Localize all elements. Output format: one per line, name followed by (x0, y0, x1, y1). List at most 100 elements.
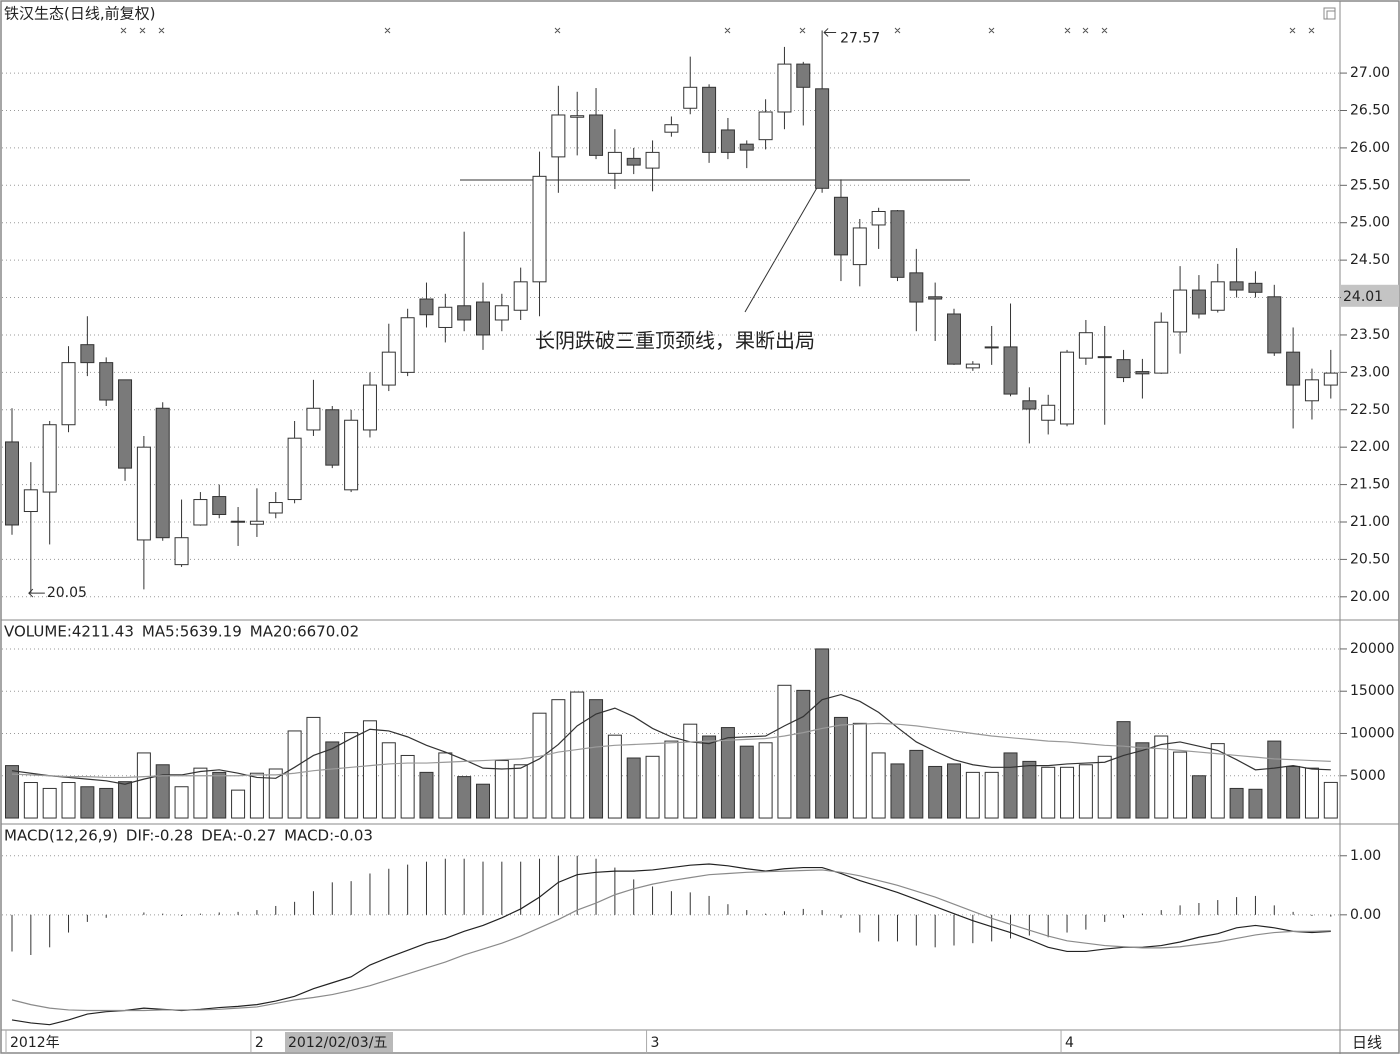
volume-bar (5, 765, 19, 819)
volume-bar (626, 757, 641, 819)
volume-bar (1135, 742, 1150, 819)
volume-bar (42, 787, 57, 819)
legend-entry: MACD:-0.03 (284, 827, 373, 845)
volume-bar (664, 740, 679, 819)
candle-body (61, 362, 76, 426)
volume-bar (1041, 766, 1056, 819)
candle-body (1173, 289, 1188, 333)
candle-body (739, 143, 754, 151)
candle-body (833, 196, 848, 256)
cursor-price-box (1341, 284, 1399, 307)
low-label: 20.05 (47, 585, 87, 601)
x-tick-label: 2012年 (10, 1035, 60, 1051)
candle-body (928, 296, 943, 300)
cursor-date-box (285, 1032, 393, 1052)
volume-bar (871, 752, 886, 819)
y-tick-label: 26.00 (1350, 140, 1390, 156)
volume-bar (702, 735, 717, 819)
volume-bar (193, 767, 208, 819)
candle-body (1286, 351, 1301, 386)
candle-body (796, 63, 811, 88)
y-tick-label: 25.00 (1350, 215, 1390, 231)
volume-bar (833, 716, 848, 819)
candle-body (626, 157, 641, 166)
series-line (11, 863, 1331, 1026)
candle-body (947, 313, 961, 365)
y-tick-label: 22.00 (1350, 439, 1390, 455)
candle-body (1210, 281, 1225, 311)
candle-body (212, 496, 227, 516)
candle-body (438, 306, 453, 328)
volume-bar (1286, 765, 1301, 819)
cursor-price: 24.01 (1343, 289, 1383, 305)
candle-body (155, 407, 170, 539)
candle-body (457, 305, 472, 321)
candle-body (720, 129, 735, 153)
candle-body (890, 210, 905, 278)
y-tick-label: 27.00 (1350, 65, 1390, 81)
y-tick-label: 21.50 (1350, 477, 1390, 493)
volume-bar (1116, 721, 1131, 819)
candle-body (984, 346, 999, 349)
y-tick-label: 20.00 (1350, 589, 1390, 605)
y-tick-label: 5000 (1350, 768, 1386, 784)
candle-body (494, 305, 509, 321)
annotation: 长阴跌破三重顶颈线，果断出局 (535, 329, 815, 353)
candle-body (344, 419, 359, 491)
info-markers (120, 27, 1315, 34)
y-tick-label: 1.00 (1350, 848, 1381, 864)
candle-body (1022, 400, 1037, 410)
candle-body (23, 489, 38, 513)
volume-bar (796, 689, 811, 819)
volume-bar (532, 712, 547, 819)
candle-body (1248, 282, 1263, 293)
volume-bar (287, 730, 302, 819)
volume-bar (231, 789, 246, 819)
volume-bar (400, 754, 415, 819)
candle-body (193, 499, 208, 526)
candle-body (513, 281, 528, 311)
window-icon (1326, 10, 1336, 20)
volume-bar (438, 752, 453, 819)
y-tick-label: 23.00 (1350, 364, 1390, 380)
volume-bar (1003, 752, 1018, 819)
chart-title: 铁汉生态(日线,前复权) (4, 5, 155, 23)
period-label[interactable]: 日线 (1352, 1034, 1382, 1052)
volume-bar (589, 699, 604, 819)
candle-body (607, 151, 622, 174)
annotation-arrow (28, 588, 45, 598)
volume-bar (174, 786, 189, 819)
volume-bar (268, 768, 283, 819)
legend-entry: VOLUME:4211.43 (4, 623, 134, 641)
volume-bar (683, 723, 698, 819)
volume-bar (739, 745, 754, 819)
volume-bar (984, 771, 999, 819)
candle-body (419, 298, 434, 316)
volume-bar (1078, 764, 1093, 819)
x-tick-label: 4 (1065, 1035, 1074, 1051)
volume-bar (61, 782, 76, 819)
volume-bar (1022, 760, 1037, 819)
candle-body (362, 384, 377, 431)
cursor-date: 2012/02/03/五 (288, 1035, 387, 1051)
candle-body (758, 111, 773, 141)
volume-bar (909, 749, 924, 819)
candle-body (287, 437, 302, 501)
legend-entry: MA20:6670.02 (250, 623, 359, 641)
y-tick-label: 24.50 (1350, 252, 1390, 268)
y-tick-label: 20.50 (1350, 551, 1390, 567)
x-tick-label: 2 (255, 1035, 264, 1051)
volume-bar (513, 764, 528, 819)
volume-bar (1173, 751, 1188, 819)
volume-bar (777, 684, 792, 819)
volume-bar (249, 772, 264, 819)
volume-bar (852, 722, 867, 819)
annotation-arrow (823, 28, 837, 37)
candle-body (1229, 281, 1244, 291)
volume-bar (155, 764, 170, 819)
candle-body (476, 301, 490, 336)
volume-bar (23, 782, 38, 819)
y-tick-label: 23.50 (1350, 327, 1390, 343)
volume-bar (212, 771, 227, 819)
